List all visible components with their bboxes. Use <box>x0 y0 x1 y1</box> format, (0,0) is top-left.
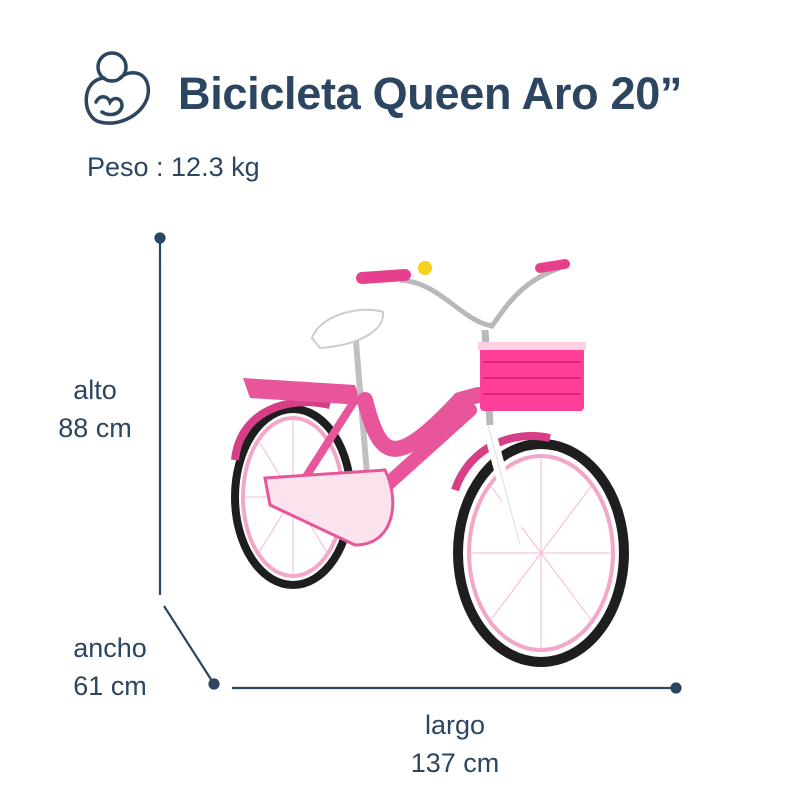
mother-baby-logo-icon <box>84 51 150 125</box>
height-value: 88 cm <box>58 413 132 443</box>
width-value: 61 cm <box>73 671 147 701</box>
length-dimension: largo 137 cm <box>400 706 510 782</box>
length-line-dot <box>670 682 682 694</box>
page-title: Bicicleta Queen Aro 20” <box>178 68 683 119</box>
width-line-dot <box>208 678 220 690</box>
length-label: largo <box>424 710 486 740</box>
height-dimension: alto 88 cm <box>40 371 150 447</box>
width-dimension: ancho 61 cm <box>55 629 165 705</box>
length-value: 137 cm <box>410 748 500 778</box>
height-line-dot <box>154 232 166 244</box>
width-line <box>163 605 215 685</box>
bicycle-image <box>231 259 629 667</box>
dimension-lines <box>154 232 682 694</box>
width-label: ancho <box>73 633 147 663</box>
weight-label: Peso : 12.3 kg <box>87 152 260 182</box>
height-label: alto <box>73 375 117 405</box>
